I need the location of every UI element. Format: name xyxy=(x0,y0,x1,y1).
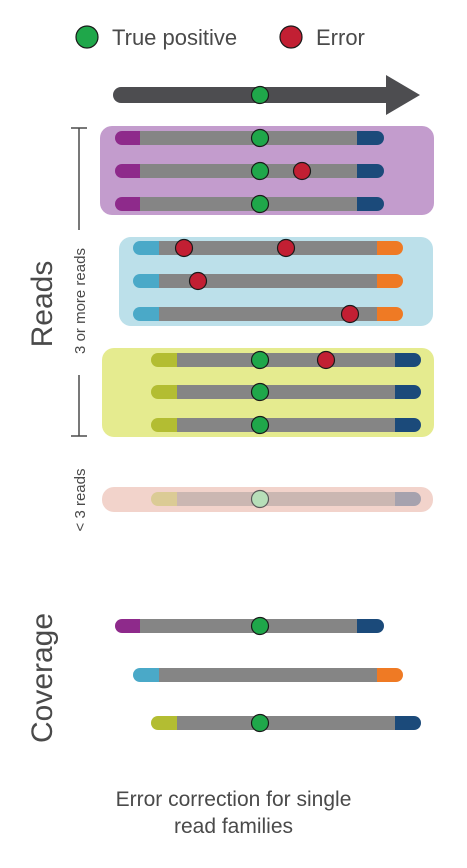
read-body xyxy=(159,241,377,255)
reference-arrow-head xyxy=(386,75,420,115)
read-right-end xyxy=(381,492,421,506)
error-marker xyxy=(276,238,296,258)
read-body xyxy=(159,307,377,321)
read-body xyxy=(140,197,357,211)
true-positive-marker xyxy=(250,616,270,636)
read-body xyxy=(177,353,395,367)
read-body xyxy=(140,619,357,633)
true-positive-legend-label: True positive xyxy=(112,25,237,50)
error-marker xyxy=(316,350,336,370)
purple-read-3 xyxy=(115,197,384,211)
true-positive-marker xyxy=(250,161,270,181)
true-positive-legend-marker xyxy=(75,25,99,49)
error-marker xyxy=(340,304,360,324)
error-marker xyxy=(174,238,194,258)
read-body xyxy=(159,668,377,682)
yellow-read-1 xyxy=(151,353,421,367)
true-positive-marker xyxy=(250,128,270,148)
true-positive-marker xyxy=(250,382,270,402)
true-positive-marker xyxy=(250,415,270,435)
figure-caption: Error correction for single read familie… xyxy=(0,786,467,840)
caption-line-2: read families xyxy=(173,815,294,838)
single-read xyxy=(151,492,421,506)
reads-label: Reads xyxy=(26,261,59,348)
coverage-label: Coverage xyxy=(26,613,59,743)
less-than-three-reads-label: < 3 reads xyxy=(72,469,89,532)
blue-read-1 xyxy=(133,241,403,255)
yellow-read-3 xyxy=(151,418,421,432)
read-body xyxy=(177,385,395,399)
blue-read-3 xyxy=(133,307,403,321)
read-body xyxy=(177,418,395,432)
coverage-read-1 xyxy=(115,619,384,633)
error-legend-label: Error xyxy=(316,25,365,50)
true-positive-marker xyxy=(250,489,270,509)
true-positive-marker xyxy=(250,713,270,733)
reference-true-positive-marker xyxy=(250,85,270,105)
read-left-end xyxy=(151,492,191,506)
error-marker xyxy=(292,161,312,181)
three-or-more-reads-label: 3 or more reads xyxy=(72,248,89,354)
blue-read-2 xyxy=(133,274,403,288)
read-body xyxy=(140,131,357,145)
read-body xyxy=(140,164,357,178)
reference-arrow xyxy=(113,75,420,115)
coverage-read-3 xyxy=(151,716,421,730)
read-body xyxy=(159,274,377,288)
purple-read-1 xyxy=(115,131,384,145)
error-legend-marker xyxy=(279,25,303,49)
three-or-more-bracket: 3 or more reads xyxy=(71,127,89,437)
reads xyxy=(115,128,421,733)
error-marker xyxy=(188,271,208,291)
read-body xyxy=(177,716,395,730)
yellow-read-2 xyxy=(151,385,421,399)
legend: True positive Error xyxy=(75,25,365,50)
true-positive-marker xyxy=(250,194,270,214)
coverage-read-2 xyxy=(133,668,403,682)
read-body xyxy=(177,492,395,506)
purple-read-2 xyxy=(115,164,384,178)
caption-line-1: Error correction for single xyxy=(115,788,352,811)
true-positive-marker xyxy=(250,350,270,370)
